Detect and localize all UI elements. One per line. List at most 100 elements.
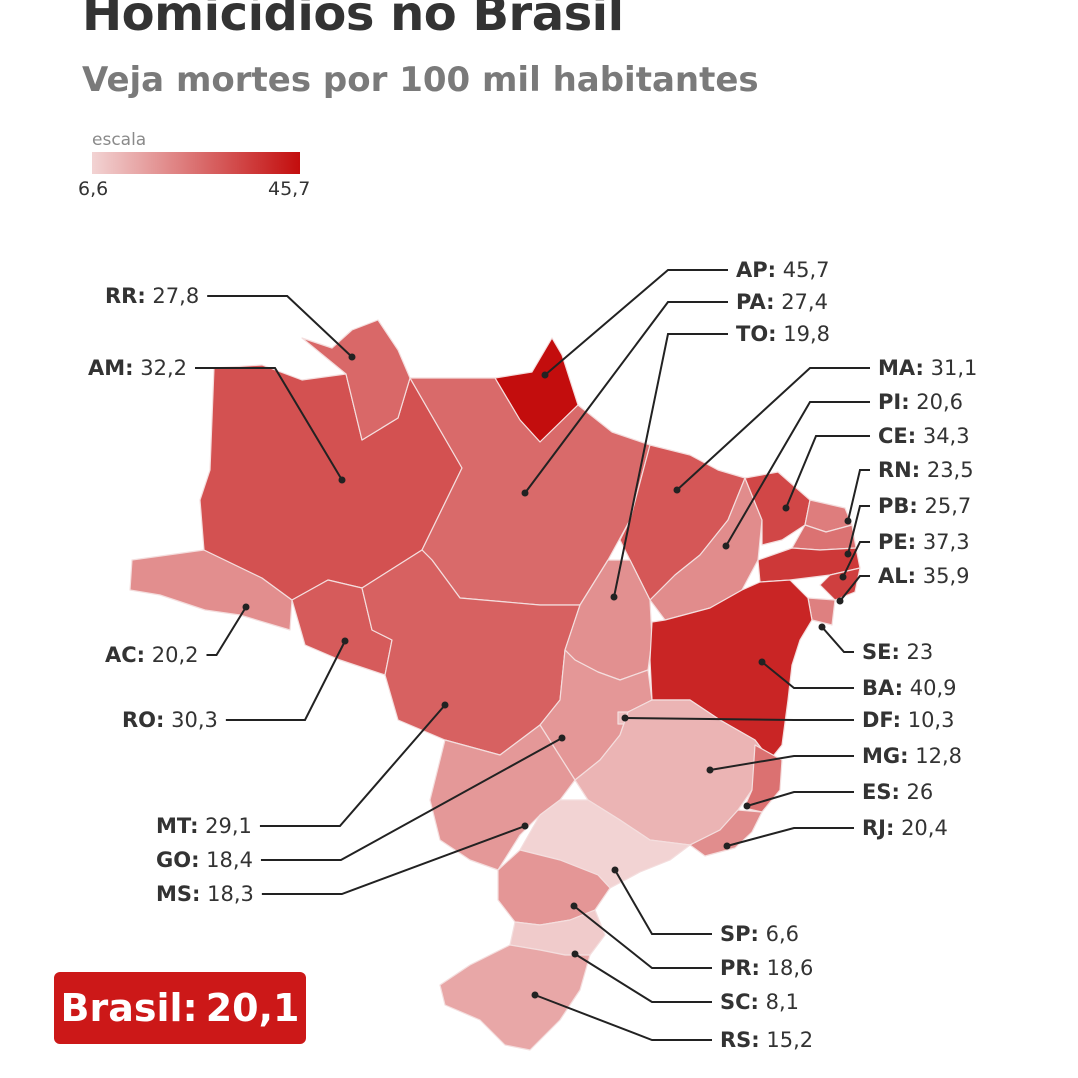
state-region-rr [301, 319, 411, 441]
state-code-sc: SC: [720, 990, 759, 1014]
state-marker-pa [521, 489, 529, 497]
scale-max-value: 45,7 [268, 178, 311, 200]
state-value-sc: 8,1 [759, 990, 799, 1014]
state-marker-al [836, 597, 844, 605]
state-value-go: 18,4 [200, 848, 253, 872]
leader-line-ma [676, 367, 870, 491]
state-value-pe: 37,3 [916, 530, 969, 554]
state-marker-to [610, 593, 618, 601]
state-label-ap: AP: 45,7 [736, 258, 829, 282]
state-label-rs: RS: 15,2 [720, 1028, 813, 1052]
state-marker-go [558, 734, 566, 742]
leader-line-ap [544, 269, 728, 376]
state-marker-pe [839, 573, 847, 581]
state-code-rs: RS: [720, 1028, 760, 1052]
state-label-es: ES: 26 [862, 780, 933, 804]
leader-line-go [260, 737, 563, 861]
state-code-ba: BA: [862, 676, 903, 700]
state-marker-sc [571, 950, 579, 958]
state-value-es: 26 [900, 780, 933, 804]
state-code-es: ES: [862, 780, 900, 804]
state-marker-ba [758, 658, 766, 666]
state-value-al: 35,9 [916, 564, 969, 588]
state-code-rj: RJ: [862, 816, 894, 840]
state-marker-rj [723, 842, 731, 850]
state-marker-df [621, 714, 629, 722]
state-label-df: DF: 10,3 [862, 708, 954, 732]
state-code-ro: RO: [122, 708, 164, 732]
state-marker-ms [521, 822, 529, 830]
leader-line-pa [524, 301, 728, 494]
leader-line-df [624, 717, 854, 721]
state-marker-rr [348, 353, 356, 361]
brasil-total-value: 20,1 [205, 986, 300, 1030]
leader-line-ac [206, 606, 247, 656]
leader-line-pe [842, 541, 870, 578]
state-code-mt: MT: [156, 814, 198, 838]
state-marker-pb [844, 550, 852, 558]
state-value-ms: 18,3 [200, 882, 253, 906]
state-code-al: AL: [878, 564, 916, 588]
state-label-am: AM: 32,2 [88, 356, 187, 380]
state-label-rr: RR: 27,8 [105, 284, 199, 308]
state-value-rn: 23,5 [920, 458, 973, 482]
state-code-mg: MG: [862, 744, 909, 768]
state-label-sp: SP: 6,6 [720, 922, 799, 946]
state-code-pr: PR: [720, 956, 760, 980]
state-value-ce: 34,3 [916, 424, 969, 448]
state-label-pb: PB: 25,7 [878, 494, 971, 518]
leader-line-rs [534, 994, 712, 1041]
state-code-ms: MS: [156, 882, 200, 906]
state-label-mt: MT: 29,1 [156, 814, 252, 838]
state-marker-es [743, 802, 751, 810]
state-label-ro: RO: 30,3 [122, 708, 218, 732]
state-label-mg: MG: 12,8 [862, 744, 962, 768]
state-code-ce: CE: [878, 424, 916, 448]
state-value-mg: 12,8 [909, 744, 962, 768]
state-marker-mt [441, 701, 449, 709]
state-value-rs: 15,2 [760, 1028, 813, 1052]
leader-line-pb [847, 505, 870, 555]
state-marker-ac [242, 603, 250, 611]
state-value-ac: 20,2 [145, 643, 198, 667]
state-value-ro: 30,3 [164, 708, 217, 732]
state-code-ap: AP: [736, 258, 776, 282]
leader-line-mt [259, 704, 446, 827]
leader-line-sp [614, 869, 712, 935]
state-label-pi: PI: 20,6 [878, 390, 963, 414]
state-marker-sp [611, 866, 619, 874]
state-marker-mg [706, 766, 714, 774]
state-code-rn: RN: [878, 458, 920, 482]
state-label-se: SE: 23 [862, 640, 933, 664]
state-label-ms: MS: 18,3 [156, 882, 254, 906]
state-value-pr: 18,6 [760, 956, 813, 980]
state-value-se: 23 [900, 640, 933, 664]
state-value-pi: 20,6 [910, 390, 963, 414]
leader-line-mg [709, 755, 854, 771]
state-value-pa: 27,4 [775, 290, 828, 314]
leader-line-rn [847, 469, 870, 522]
state-marker-ap [541, 371, 549, 379]
page-title: Homicídios no Brasil [82, 0, 624, 42]
state-value-am: 32,2 [134, 356, 187, 380]
state-value-pb: 25,7 [918, 494, 971, 518]
leader-line-ba [761, 661, 854, 689]
state-value-df: 10,3 [901, 708, 954, 732]
state-region-rs [439, 944, 591, 1051]
state-region-ms [429, 724, 576, 871]
state-label-pe: PE: 37,3 [878, 530, 970, 554]
state-marker-am [338, 476, 346, 484]
state-value-mt: 29,1 [198, 814, 251, 838]
leader-line-ms [261, 825, 526, 895]
state-label-ac: AC: 20,2 [105, 643, 199, 667]
state-code-df: DF: [862, 708, 901, 732]
state-label-to: TO: 19,8 [736, 322, 830, 346]
state-value-ap: 45,7 [776, 258, 829, 282]
state-code-pb: PB: [878, 494, 918, 518]
state-value-sp: 6,6 [759, 922, 799, 946]
leader-line-pi [725, 401, 870, 547]
state-label-rn: RN: 23,5 [878, 458, 974, 482]
state-value-ba: 40,9 [903, 676, 956, 700]
state-marker-ma [673, 486, 681, 494]
